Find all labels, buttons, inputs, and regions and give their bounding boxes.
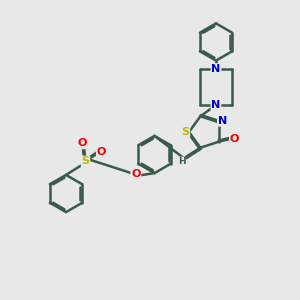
Text: N: N xyxy=(212,64,220,74)
Text: O: O xyxy=(230,134,239,144)
Text: S: S xyxy=(82,156,89,167)
Text: S: S xyxy=(182,127,189,137)
Text: N: N xyxy=(212,100,220,110)
Text: O: O xyxy=(97,147,106,157)
Text: O: O xyxy=(131,169,141,179)
Text: N: N xyxy=(218,116,227,126)
Text: H: H xyxy=(178,157,185,166)
Text: O: O xyxy=(77,138,87,148)
